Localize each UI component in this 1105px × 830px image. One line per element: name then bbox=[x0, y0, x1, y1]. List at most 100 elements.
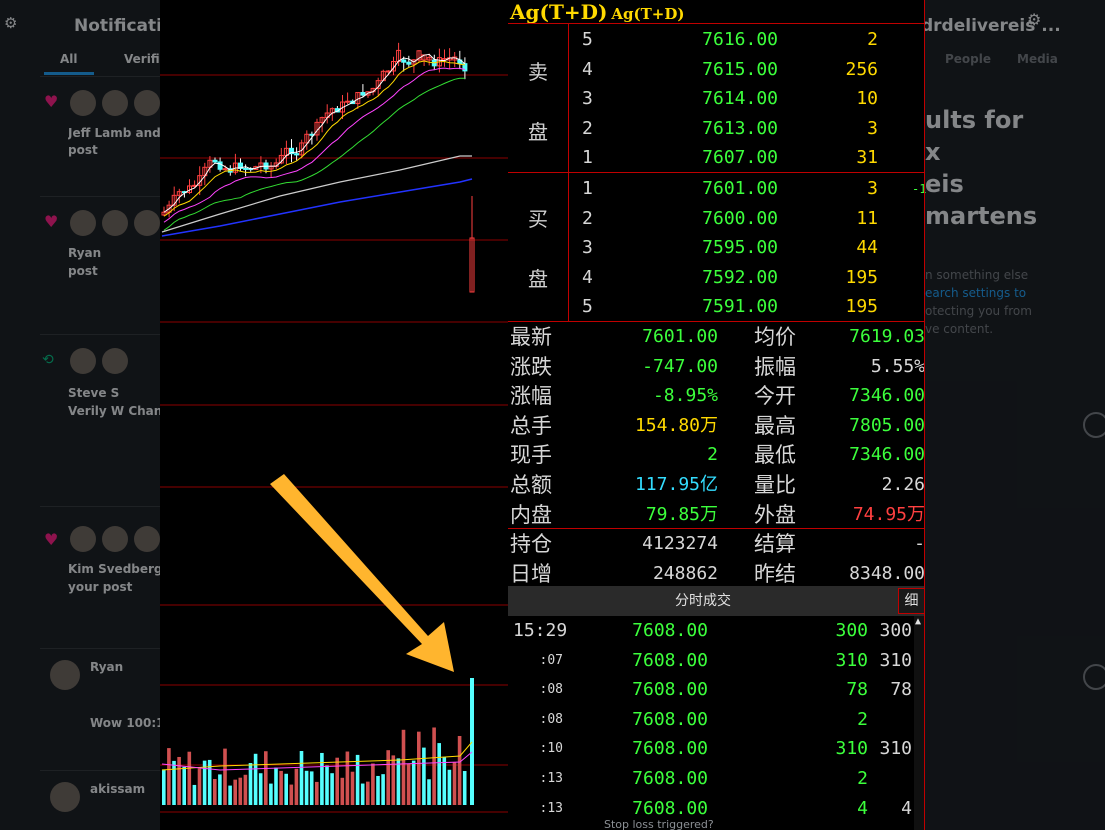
book-price: 7615.00 bbox=[702, 58, 778, 80]
trade-row[interactable]: :13 7608.00 4 4 bbox=[508, 794, 925, 824]
candle-body bbox=[222, 168, 228, 171]
tab-people[interactable]: People bbox=[945, 52, 992, 66]
trades-header-label[interactable]: 分时成交 bbox=[675, 593, 731, 609]
stat-value: 7346.00 bbox=[849, 385, 925, 407]
results-heading-line: ults for bbox=[925, 106, 1024, 134]
avatar[interactable] bbox=[102, 90, 128, 116]
avatar[interactable] bbox=[102, 526, 128, 552]
stat-value: 7805.00 bbox=[849, 414, 925, 436]
trades-scrollbar[interactable]: ▲ bbox=[914, 616, 925, 830]
volume-bar bbox=[177, 756, 181, 805]
kline-chart[interactable] bbox=[160, 0, 508, 830]
book-level: 2 bbox=[582, 117, 593, 139]
book-row[interactable]: 3 7595.00 44 bbox=[568, 233, 925, 263]
avatar[interactable] bbox=[50, 782, 80, 812]
avatar[interactable] bbox=[70, 90, 96, 116]
edge-button[interactable] bbox=[1083, 664, 1105, 690]
volume-bar bbox=[360, 783, 365, 805]
trade-volume: 310 bbox=[835, 738, 868, 760]
book-level: 1 bbox=[582, 147, 593, 169]
avatar[interactable] bbox=[134, 210, 160, 236]
book-row[interactable]: 4 7615.00 256 bbox=[568, 55, 925, 85]
volume-bar bbox=[294, 768, 299, 805]
search-settings-link[interactable]: earch settings to bbox=[925, 286, 1027, 300]
volume-bar bbox=[269, 783, 273, 805]
book-row[interactable]: 5 7591.00 195 bbox=[568, 292, 925, 322]
trade-time: :07 bbox=[539, 652, 563, 668]
volume-bar bbox=[299, 750, 304, 805]
stat-value: 248862 bbox=[652, 562, 718, 584]
trade-row[interactable]: :10 7608.00 310 310 bbox=[508, 734, 925, 764]
instrument-title: Ag(T+D) Ag(T+D) bbox=[510, 0, 684, 24]
avatar[interactable] bbox=[102, 348, 128, 374]
volume-bar bbox=[192, 784, 197, 805]
volume-bar bbox=[309, 771, 314, 805]
trade-row[interactable]: :08 7608.00 78 78 bbox=[508, 675, 925, 705]
book-row[interactable]: 5 7616.00 2 bbox=[568, 25, 925, 55]
avatar[interactable] bbox=[134, 90, 160, 116]
trade-row[interactable]: :08 7608.00 2 bbox=[508, 705, 925, 735]
stats-row: 总额 117.95亿 量比 2.26 bbox=[508, 470, 925, 500]
tab-all[interactable]: All bbox=[60, 52, 78, 66]
stat-value: -747.00 bbox=[642, 355, 718, 377]
volume-bar bbox=[355, 754, 360, 805]
avatar[interactable] bbox=[70, 348, 96, 374]
book-row[interactable]: 1 7601.00 3 -1 bbox=[568, 174, 926, 204]
volume-bar bbox=[452, 762, 457, 805]
notification-text[interactable]: akissam bbox=[90, 782, 146, 796]
trade-price: 7608.00 bbox=[632, 620, 708, 641]
avatar[interactable] bbox=[70, 210, 96, 236]
avatar[interactable] bbox=[70, 526, 96, 552]
stat-label: 均价 bbox=[754, 325, 796, 349]
trade-row[interactable]: :13 7608.00 2 bbox=[508, 764, 925, 794]
kline-chart-canvas bbox=[160, 42, 508, 813]
trade-price: 7608.00 bbox=[632, 768, 708, 789]
book-level: 4 bbox=[582, 58, 593, 80]
stat-value: 7619.03 bbox=[849, 326, 925, 347]
stat-value: 7346.00 bbox=[849, 444, 925, 466]
heart-icon: ♥ bbox=[44, 212, 59, 231]
trade-volume: 2 bbox=[857, 768, 868, 789]
avatar[interactable] bbox=[50, 660, 80, 690]
volume-bar bbox=[396, 758, 401, 805]
volume-bar bbox=[202, 760, 207, 805]
trade-price: 7608.00 bbox=[632, 649, 708, 671]
trade-row[interactable]: 15:29 7608.00 300 300 bbox=[508, 616, 925, 646]
avatar[interactable] bbox=[134, 526, 160, 552]
tab-media[interactable]: Media bbox=[1017, 52, 1058, 66]
volume-bar bbox=[172, 760, 176, 805]
settings-icon[interactable]: ⚙ bbox=[1027, 10, 1042, 29]
candle-body bbox=[299, 142, 305, 156]
book-volume: 195 bbox=[845, 296, 878, 318]
book-row[interactable]: 4 7592.00 195 bbox=[568, 263, 925, 293]
book-price: 7591.00 bbox=[702, 296, 778, 318]
notification-text[interactable]: Kim Svedberg bbox=[68, 562, 160, 576]
volume-bar bbox=[376, 775, 380, 805]
stat-value: 117.95亿 bbox=[634, 474, 718, 495]
book-level: 4 bbox=[582, 266, 593, 288]
notification-text[interactable]: Ryan bbox=[68, 246, 102, 260]
stat-label: 总手 bbox=[510, 413, 552, 438]
notification-text[interactable]: Ryan bbox=[90, 660, 124, 674]
stat-value: 2 bbox=[707, 444, 718, 466]
book-row[interactable]: 2 7613.00 3 bbox=[568, 114, 925, 144]
settings-icon[interactable]: ⚙ bbox=[4, 14, 18, 32]
book-volume: 2 bbox=[867, 29, 878, 50]
detail-button[interactable]: 细 bbox=[898, 588, 925, 614]
repost-icon: ⟲ bbox=[42, 352, 54, 368]
edge-button[interactable] bbox=[1083, 412, 1105, 438]
notification-text[interactable]: Jeff Lamb and bbox=[68, 126, 160, 140]
book-row[interactable]: 2 7600.00 11 bbox=[568, 204, 925, 234]
book-volume: 10 bbox=[856, 88, 878, 110]
book-row[interactable]: 3 7614.00 10 bbox=[568, 84, 925, 114]
book-price: 7613.00 bbox=[702, 117, 778, 139]
scroll-up-icon[interactable]: ▲ bbox=[915, 616, 922, 627]
trade-row[interactable]: :07 7608.00 310 310 bbox=[508, 646, 925, 676]
trade-volume: 4 bbox=[857, 797, 868, 819]
notification-text[interactable]: Steve S bbox=[68, 386, 120, 400]
avatar[interactable] bbox=[102, 210, 128, 236]
candle-body bbox=[212, 159, 218, 163]
volume-bar bbox=[366, 781, 370, 805]
trade-volume: 310 bbox=[835, 649, 868, 671]
book-row[interactable]: 1 7607.00 31 bbox=[568, 143, 925, 173]
